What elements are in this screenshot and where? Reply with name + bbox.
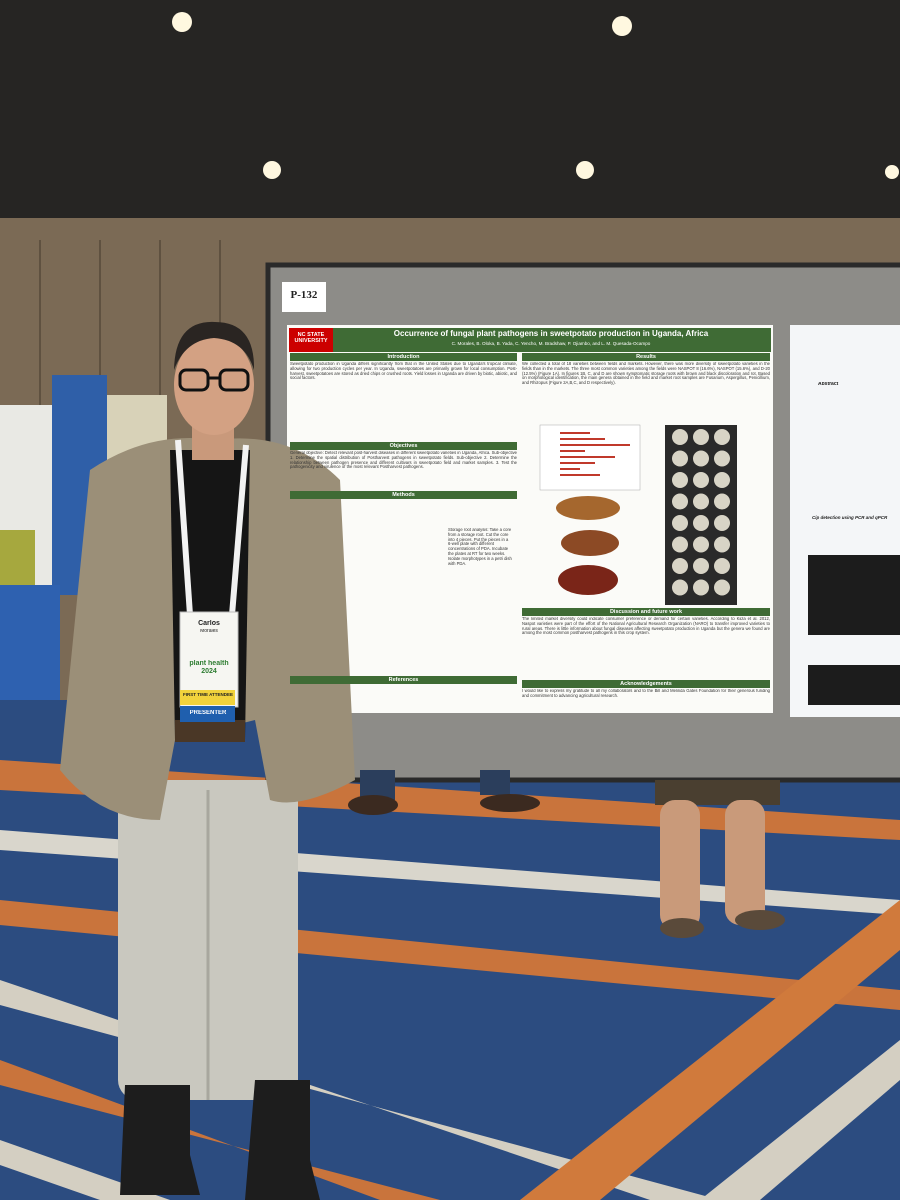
plate-wells: [672, 429, 730, 596]
board-number-card: [282, 282, 326, 312]
section-text: General objective: Detect relevant post-…: [290, 451, 517, 470]
plate-well: [672, 515, 688, 531]
sweetpotato-photo: [558, 565, 618, 595]
plate-well: [714, 472, 730, 488]
head: [174, 335, 254, 435]
plate-well: [672, 450, 688, 467]
section-heading: Introduction: [290, 353, 517, 361]
plate-well: [714, 493, 730, 510]
hair: [174, 321, 255, 370]
plate-well: [672, 558, 688, 574]
shoe: [480, 794, 540, 812]
booth-graphic: [0, 530, 35, 585]
plate-well: [714, 515, 730, 531]
plate-well: [693, 493, 709, 510]
legs-behind-board: [360, 770, 395, 800]
booth-table: [0, 585, 60, 700]
side-poster-heading: Abstract: [818, 382, 839, 387]
badge-last-name: Morales: [200, 629, 218, 634]
plate-well: [672, 493, 688, 510]
section-text: I would like to express my gratitude to …: [522, 689, 770, 698]
plate-well: [693, 558, 709, 574]
plate-well: [693, 515, 709, 531]
badge-first-name: Carlos: [198, 620, 220, 627]
side-poster: [790, 325, 900, 717]
poster-logo-block: [289, 328, 333, 352]
poster-logo: NC STATE UNIVERSITY: [294, 332, 328, 345]
ceiling-lights: [172, 12, 899, 179]
sweetpotato-photo: [561, 530, 619, 556]
section-heading: Results: [522, 353, 770, 361]
plate-well: [693, 579, 709, 596]
board-number: P-132: [290, 289, 318, 301]
section-heading: Methods: [290, 491, 517, 499]
badge-ribbon: [180, 690, 235, 705]
plate-well: [672, 536, 688, 553]
plate-well: [693, 429, 709, 445]
plate-well: [714, 579, 730, 596]
section-heading: References: [290, 676, 517, 684]
badge-event: plant health 2024: [189, 660, 229, 676]
plate-well: [714, 450, 730, 467]
poster-authors: C. Morales, B. Oloka, B. Yada, C. Yencho…: [451, 341, 651, 346]
section-text: Storage root analysis: Take a core from …: [448, 528, 512, 566]
boot: [120, 1085, 200, 1195]
plate-well: [714, 558, 730, 574]
figure-bars: [560, 432, 630, 476]
plate-well: [672, 579, 688, 596]
presenter: [60, 321, 355, 1200]
ceiling: [0, 0, 900, 220]
badge-ribbon-text: PRESENTER: [189, 710, 227, 716]
poster-title-bar: [289, 328, 771, 352]
section-text: We collected a total of 18 varieties bet…: [522, 362, 770, 386]
lanyard: [175, 439, 249, 616]
shoe: [348, 795, 398, 815]
sandal: [660, 918, 704, 938]
badge-ribbon-text: FIRST TIME ATTENDEE: [183, 692, 233, 697]
section-heading: Discussion and future work: [522, 608, 770, 616]
plate-well: [693, 450, 709, 467]
belt: [175, 720, 245, 742]
plate-well: [672, 429, 688, 445]
section-heading: Objectives: [290, 442, 517, 450]
plate-well: [714, 536, 730, 553]
section-text: Sweetpotato production in Uganda differs…: [290, 362, 517, 381]
glasses: [178, 368, 250, 392]
leg: [725, 800, 765, 925]
section-text: The limited market diversity could indic…: [522, 617, 770, 636]
plate-well: [693, 536, 709, 553]
legs-behind-board: [480, 770, 510, 795]
sandal: [735, 910, 785, 930]
side-poster-heading: Cip detection using PCR and qPCR: [812, 515, 888, 520]
poster-title: Occurrence of fungal plant pathogens in …: [393, 329, 709, 338]
sweetpotato-photo: [556, 496, 620, 520]
plate-well: [672, 472, 688, 488]
side-poster-gel-images: [808, 555, 900, 705]
plate-well: [714, 429, 730, 445]
boot: [245, 1080, 320, 1200]
badge-ribbon: [180, 706, 235, 722]
leg: [660, 800, 700, 930]
section-heading: Acknowledgements: [522, 680, 770, 688]
plate-well: [693, 472, 709, 488]
